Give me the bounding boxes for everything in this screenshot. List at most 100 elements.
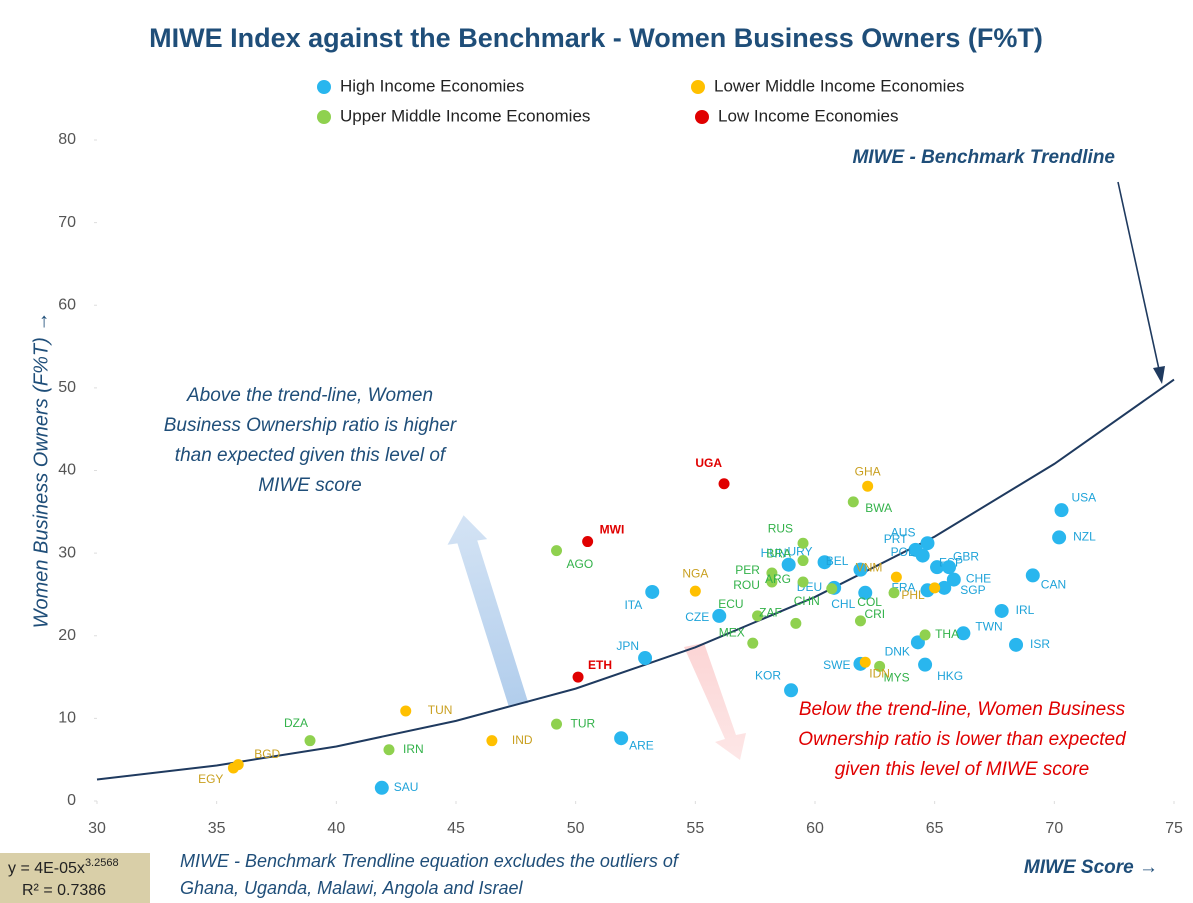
point-label: ROU: [733, 578, 760, 592]
point-label: ZAF: [759, 606, 782, 620]
point: [752, 610, 764, 622]
down-arrow: [684, 643, 746, 760]
point: [638, 651, 653, 666]
trendline: [96, 378, 1175, 781]
point-label: CRI: [864, 607, 885, 621]
point-label: SGP: [960, 583, 985, 597]
point-label: PHL: [901, 588, 925, 602]
point-label: POL: [891, 545, 915, 559]
point-label: AUS: [891, 525, 916, 539]
point-label: ARE: [629, 738, 654, 752]
point-label: PRT: [884, 532, 908, 546]
point: [930, 560, 945, 575]
y-tick-label: 50: [58, 379, 76, 396]
point-label: BWA: [865, 501, 892, 515]
y-axis-label: Women Business Owners (F%T) →: [30, 312, 52, 629]
point-label: EGY: [198, 772, 223, 786]
point: [942, 560, 957, 575]
point-label: AGO: [567, 557, 594, 571]
point: [645, 584, 660, 599]
annotation-line: Below the trend-line, Women Business: [799, 699, 1126, 720]
pointer-line: [1117, 181, 1161, 375]
y-tick-label: 80: [58, 131, 76, 148]
point: [797, 537, 809, 549]
x-axis-label: MIWE Score →: [1024, 857, 1158, 878]
point: [1052, 530, 1067, 545]
point: [766, 567, 778, 579]
point: [718, 478, 730, 490]
y-tick-label: 20: [58, 627, 76, 644]
point-label: GBR: [953, 549, 979, 563]
point-label: CHN: [794, 594, 820, 608]
equation-base: y = 4E-05x: [8, 860, 85, 877]
point: [747, 637, 759, 649]
y-tick-label: 60: [58, 296, 76, 313]
point-label: DZA: [284, 716, 308, 730]
point-label: KOR: [755, 668, 781, 682]
point-label: TUN: [428, 703, 453, 717]
x-tick-label: 35: [208, 820, 226, 837]
point: [915, 548, 930, 563]
legend-label: Low Income Economies: [718, 106, 898, 125]
up-arrow: [447, 515, 529, 706]
point-label: MYS: [884, 670, 910, 684]
point-label: SAU: [394, 780, 419, 794]
chart-title: MIWE Index against the Benchmark - Women…: [149, 23, 1043, 53]
point-label: ECU: [718, 597, 743, 611]
point-label: THA: [935, 627, 959, 641]
point-label: MEX: [719, 625, 745, 639]
x-tick-label: 45: [447, 820, 465, 837]
annotation-line: Business Ownership ratio is higher: [164, 415, 457, 436]
point-label: HUN: [761, 546, 787, 560]
legend-marker: [691, 80, 705, 94]
point: [817, 555, 832, 570]
point: [790, 617, 802, 629]
x-tick-label: 40: [327, 820, 345, 837]
annotation-line: Above the trend-line, Women: [186, 385, 433, 406]
point: [862, 480, 874, 492]
x-tick-label: 55: [686, 820, 704, 837]
point: [712, 608, 727, 623]
point-label: GHA: [855, 464, 881, 478]
point: [486, 735, 498, 747]
point-label: CAN: [1041, 578, 1066, 592]
y-tick-label: 70: [58, 214, 76, 231]
legend-marker: [695, 110, 709, 124]
footnote-line: MIWE - Benchmark Trendline equation excl…: [180, 851, 680, 871]
point: [614, 731, 629, 746]
legend-label: High Income Economies: [340, 76, 524, 95]
point: [232, 759, 244, 771]
x-tick-label: 70: [1045, 820, 1063, 837]
point: [383, 744, 395, 756]
x-tick-label: 60: [806, 820, 824, 837]
point: [956, 626, 971, 641]
r-squared: R² = 0.7386: [22, 882, 106, 899]
point-label: ISR: [1030, 637, 1050, 651]
pointer-head: [1153, 366, 1165, 384]
point-label: ETH: [588, 658, 612, 672]
point-label: TWN: [975, 619, 1002, 633]
point-label: BRA: [766, 547, 791, 561]
point: [937, 580, 952, 595]
point-label: IND: [512, 733, 533, 747]
point-label: JPN: [616, 639, 639, 653]
equation-exponent: 3.2568: [85, 857, 119, 869]
point: [847, 496, 859, 508]
point: [582, 536, 594, 548]
point-label: URY: [787, 544, 812, 558]
point: [826, 583, 838, 595]
equation: y = 4E-05x3.2568: [8, 857, 119, 877]
point: [854, 615, 866, 627]
x-tick-label: 75: [1165, 820, 1183, 837]
point-label: IRN: [403, 742, 424, 756]
point: [853, 562, 868, 577]
x-tick-label: 65: [926, 820, 944, 837]
point: [400, 705, 412, 717]
point: [1025, 568, 1040, 583]
y-tick-label: 30: [58, 544, 76, 561]
footnote-line: Ghana, Uganda, Malawi, Angola and Israel: [180, 878, 524, 898]
point: [551, 718, 563, 730]
legend-marker: [317, 80, 331, 94]
trendline-label: MIWE - Benchmark Trendline: [852, 147, 1115, 168]
